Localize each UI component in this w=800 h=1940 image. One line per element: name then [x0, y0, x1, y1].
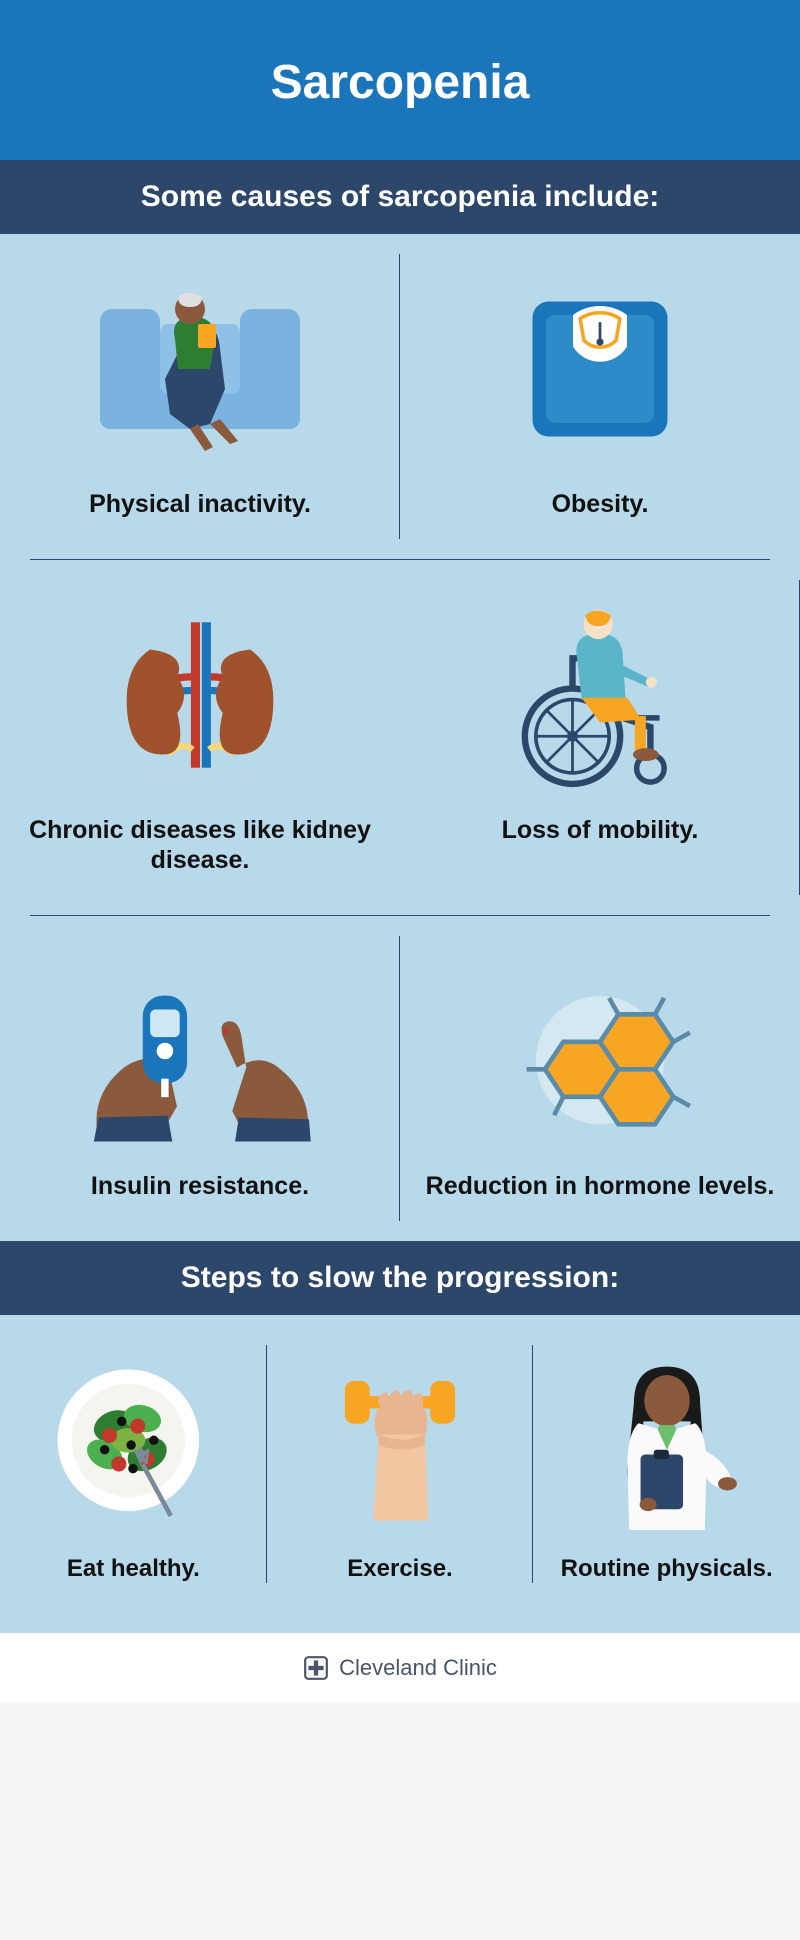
- wheelchair-icon: [470, 590, 730, 800]
- steps-header-text: Steps to slow the progression:: [181, 1261, 619, 1294]
- cause-label: Insulin resistance.: [91, 1171, 309, 1201]
- title-bar: Sarcopenia: [0, 0, 800, 160]
- step-cell-exercise: Exercise.: [267, 1335, 534, 1593]
- doctor-icon: [577, 1355, 757, 1535]
- steps-header: Steps to slow the progression:: [0, 1241, 800, 1315]
- molecule-icon: [470, 946, 730, 1156]
- step-label: Eat healthy.: [67, 1555, 200, 1583]
- cause-cell-hormones: Reduction in hormone levels.: [400, 916, 800, 1241]
- causes-header-text: Some causes of sarcopenia include:: [141, 180, 660, 213]
- dumbbell-icon: [310, 1355, 490, 1535]
- step-cell-eat: Eat healthy.: [0, 1335, 267, 1593]
- cause-cell-insulin: Insulin resistance.: [0, 916, 400, 1241]
- cleveland-clinic-logo-icon: [303, 1655, 329, 1681]
- steps-grid: Eat healthy. Exercise.: [0, 1315, 800, 1633]
- footer: Cleveland Clinic: [0, 1633, 800, 1703]
- causes-header: Some causes of sarcopenia include:: [0, 160, 800, 234]
- causes-grid: Physical inactivity. Obesity.: [0, 234, 800, 1241]
- step-label: Exercise.: [347, 1555, 452, 1583]
- step-cell-doctor: Routine physicals.: [533, 1335, 800, 1593]
- cause-cell-inactivity: Physical inactivity.: [0, 234, 400, 559]
- cause-label: Physical inactivity.: [89, 489, 311, 519]
- glucose-meter-icon: [70, 946, 330, 1156]
- cause-cell-obesity: Obesity.: [400, 234, 800, 559]
- footer-text: Cleveland Clinic: [339, 1655, 497, 1681]
- title-text: Sarcopenia: [271, 56, 530, 109]
- cause-label: Reduction in hormone levels.: [426, 1171, 775, 1201]
- cause-cell-kidney: Chronic diseases like kidney disease.: [0, 560, 400, 915]
- couch-icon: [70, 264, 330, 474]
- cause-label: Chronic diseases like kidney disease.: [20, 815, 380, 875]
- infographic-root: Sarcopenia Some causes of sarcopenia inc…: [0, 0, 800, 1703]
- kidneys-icon: [70, 590, 330, 800]
- cause-cell-mobility: Loss of mobility.: [400, 560, 800, 915]
- cause-label: Obesity.: [552, 489, 649, 519]
- step-label: Routine physicals.: [561, 1555, 773, 1583]
- scale-icon: [470, 264, 730, 474]
- cause-label: Loss of mobility.: [502, 815, 699, 845]
- salad-icon: [43, 1355, 223, 1535]
